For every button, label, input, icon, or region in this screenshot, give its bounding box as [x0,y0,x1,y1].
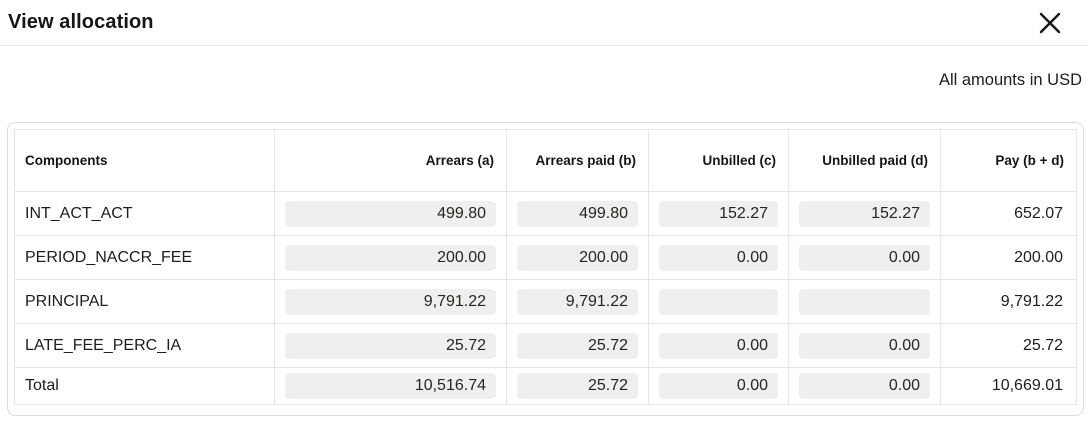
currency-note: All amounts in USD [938,71,1082,89]
arrears-field: 9,791.22 [285,288,496,315]
unbilled-field: 0.00 [659,332,778,359]
arrears-field: 499.80 [285,200,496,227]
unbilled-paid-field: 0.00 [799,332,930,359]
allocation-table: Components Arrears (a) Arrears paid (b) … [14,129,1077,405]
table-header-row: Components Arrears (a) Arrears paid (b) … [14,129,1077,192]
col-header-unbilled-paid: Unbilled paid (d) [788,129,941,192]
arrears-paid-field: 9,791.22 [517,288,638,315]
close-button[interactable] [1033,6,1067,40]
table-row: LATE_FEE_PERC_IA 25.72 25.72 0.00 0.00 2… [14,323,1077,368]
total-label: Total [14,367,275,405]
table-row: PERIOD_NACCR_FEE 200.00 200.00 0.00 0.00… [14,235,1077,280]
table-row: PRINCIPAL 9,791.22 9,791.22 9,791.22 [14,279,1077,324]
table-row: INT_ACT_ACT 499.80 499.80 152.27 152.27 … [14,191,1077,236]
unbilled-paid-total-field: 0.00 [799,373,930,399]
col-header-arrears: Arrears (a) [274,129,507,192]
pay-value: 652.07 [940,191,1077,236]
col-header-components: Components [14,129,275,192]
arrears-paid-field: 499.80 [517,200,638,227]
dialog-titlebar: View allocation [0,0,1087,46]
component-label: INT_ACT_ACT [14,191,275,236]
unbilled-field: 0.00 [659,244,778,271]
component-label: LATE_FEE_PERC_IA [14,323,275,368]
table-total-row: Total 10,516.74 25.72 0.00 0.00 10,669.0… [14,367,1077,405]
pay-value: 9,791.22 [940,279,1077,324]
arrears-paid-field: 200.00 [517,244,638,271]
pay-value: 200.00 [940,235,1077,280]
pay-value: 25.72 [940,323,1077,368]
col-header-pay: Pay (b + d) [940,129,1077,192]
arrears-field: 200.00 [285,244,496,271]
arrears-paid-total-field: 25.72 [517,373,638,399]
arrears-total-field: 10,516.74 [285,373,496,399]
component-label: PERIOD_NACCR_FEE [14,235,275,280]
unbilled-paid-field [799,288,930,315]
unbilled-total-field: 0.00 [659,373,778,399]
component-label: PRINCIPAL [14,279,275,324]
unbilled-paid-field: 0.00 [799,244,930,271]
unbilled-paid-field: 152.27 [799,200,930,227]
dialog-title: View allocation [8,11,154,33]
pay-total-value: 10,669.01 [940,367,1077,405]
close-icon [1039,12,1061,33]
arrears-field: 25.72 [285,332,496,359]
unbilled-field [659,288,778,315]
col-header-unbilled: Unbilled (c) [648,129,789,192]
unbilled-field: 152.27 [659,200,778,227]
allocation-card: Components Arrears (a) Arrears paid (b) … [7,122,1084,416]
col-header-arrears-paid: Arrears paid (b) [506,129,649,192]
arrears-paid-field: 25.72 [517,332,638,359]
